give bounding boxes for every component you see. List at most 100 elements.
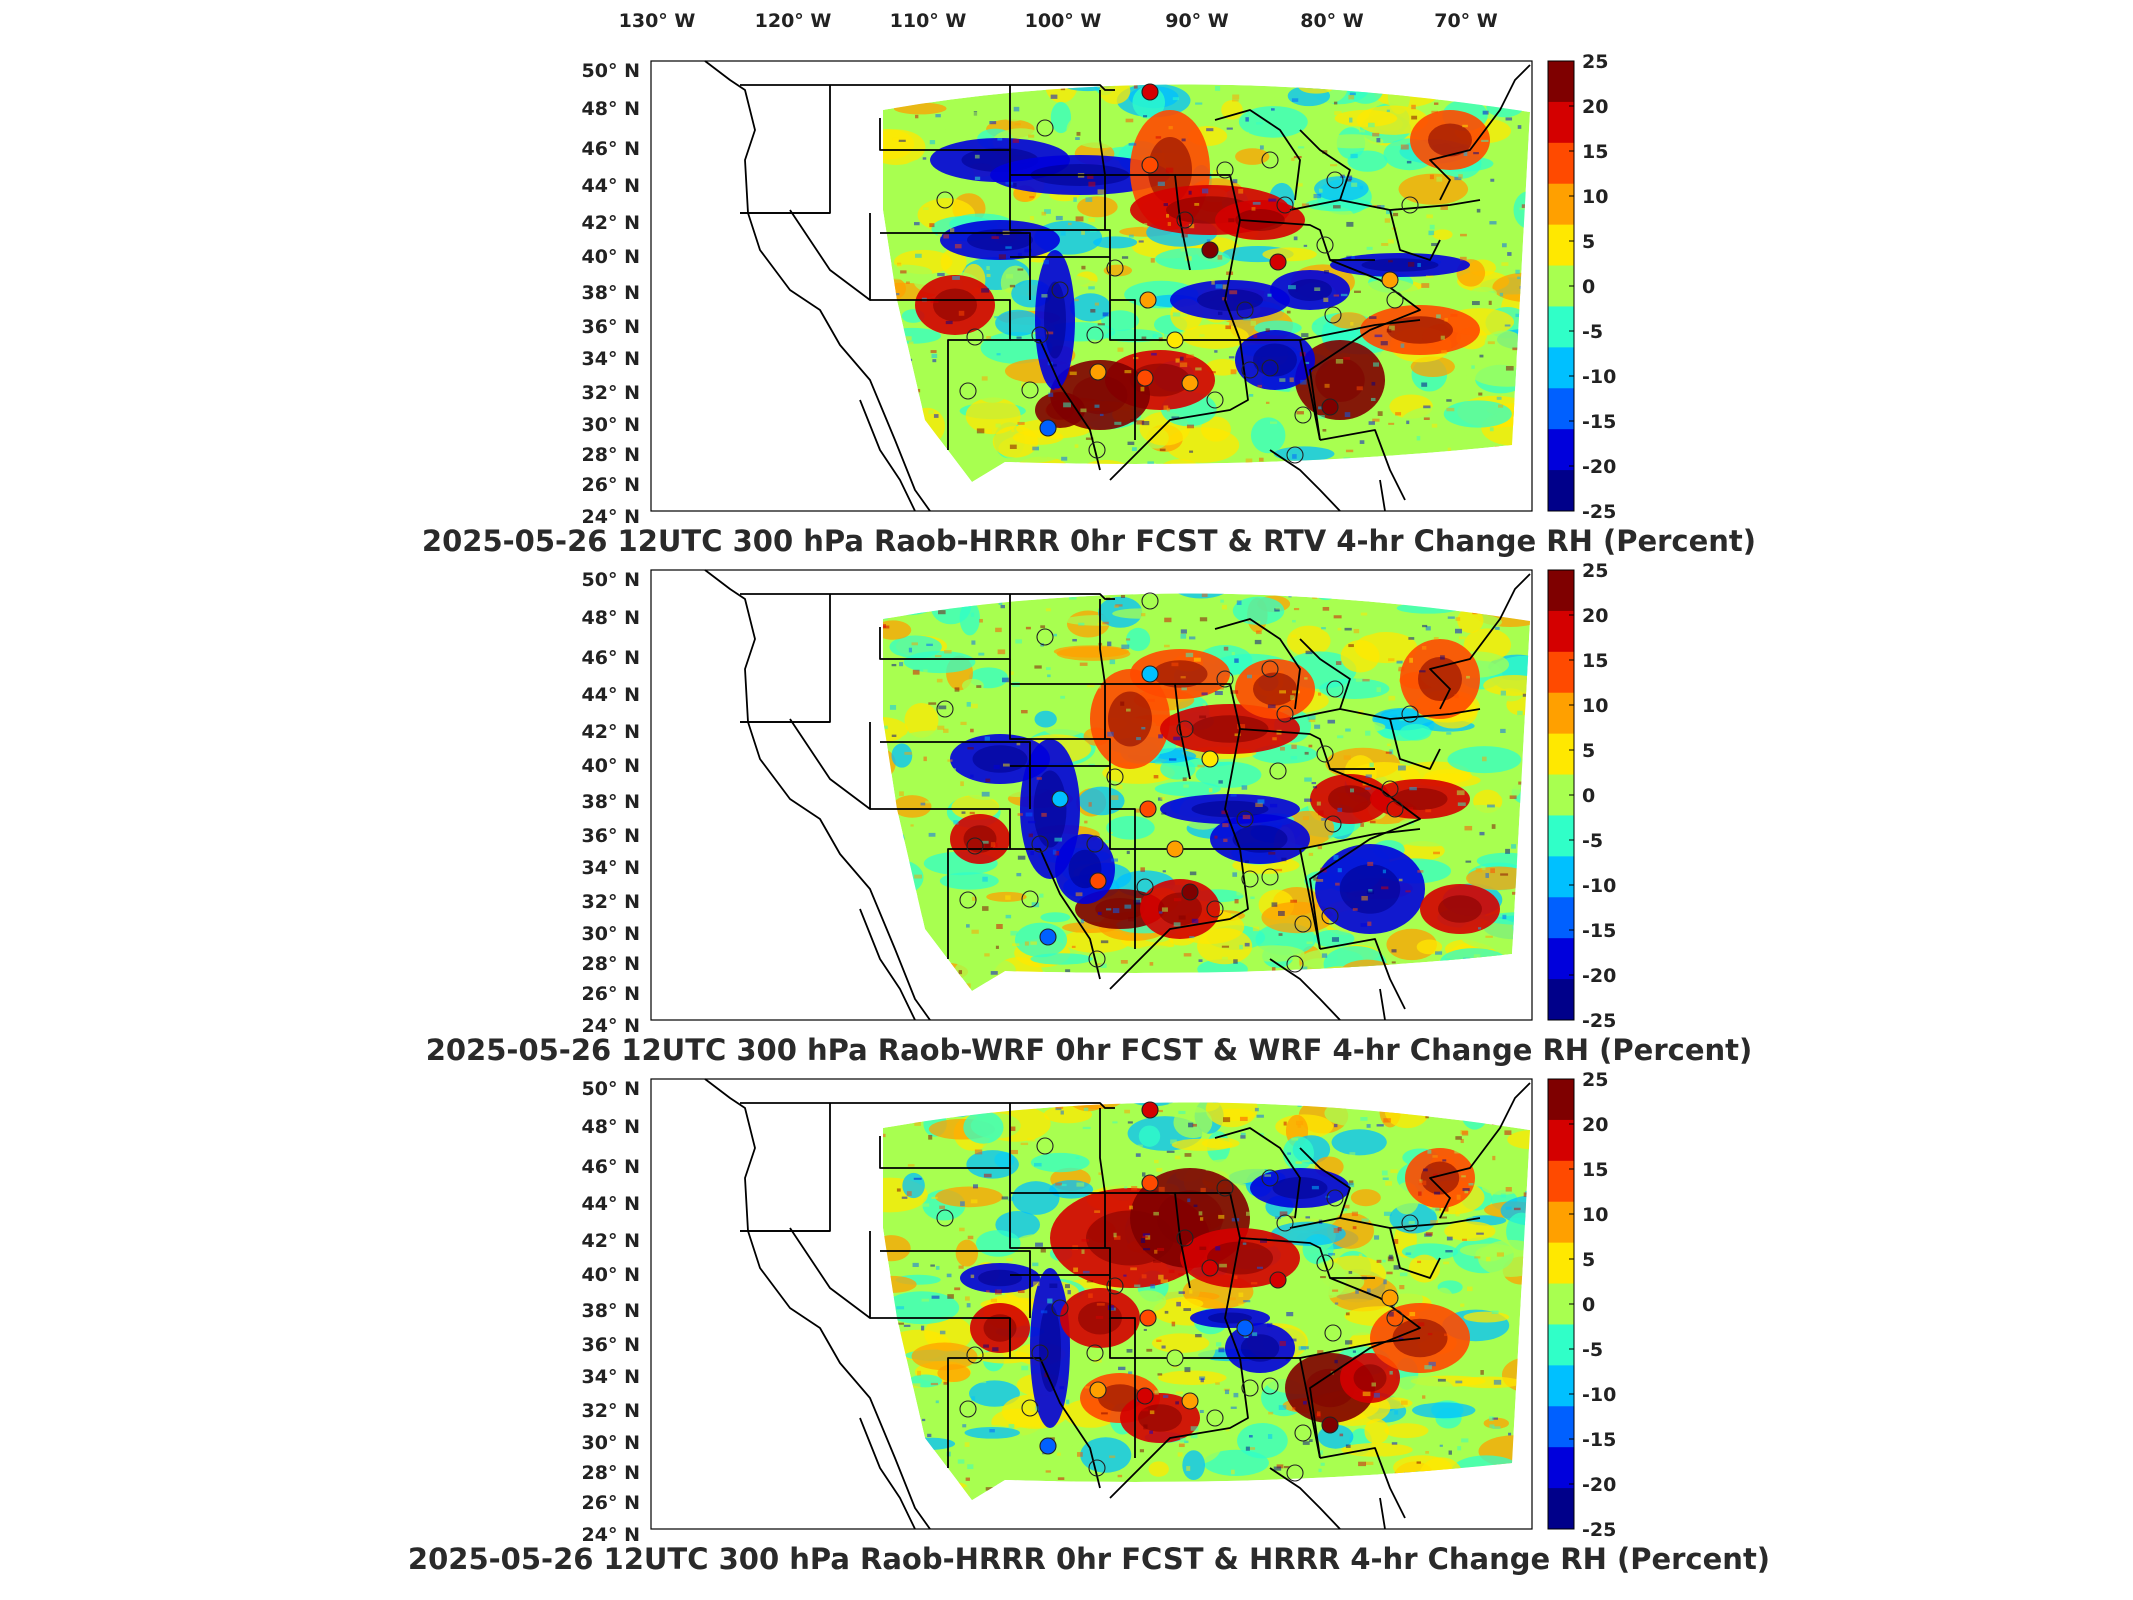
field-speckle [1456, 1194, 1461, 1200]
field-patch [1182, 324, 1249, 349]
field-speckle [1259, 145, 1264, 150]
field-patch [1385, 1375, 1455, 1405]
station-marker [1136, 1387, 1154, 1405]
station-marker [1051, 790, 1069, 808]
field-speckle [1166, 407, 1170, 412]
field-speckle [1423, 417, 1430, 420]
field-speckle [1359, 129, 1366, 133]
field-speckle [1055, 1107, 1062, 1111]
field-patch [891, 743, 913, 768]
field-speckle [1480, 866, 1486, 870]
field-speckle [973, 111, 978, 117]
field-speckle [1157, 797, 1163, 801]
station-marker [1206, 1409, 1224, 1427]
field-speckle [1473, 253, 1478, 258]
field-speckle [1517, 125, 1522, 129]
field-speckle [1281, 857, 1287, 862]
field-speckle [1150, 1284, 1156, 1289]
field-speckle [1152, 334, 1159, 337]
field-speckle [1537, 836, 1541, 840]
field-speckle [912, 1262, 919, 1267]
field-speckle [1425, 1115, 1429, 1119]
field-speckle [1139, 1449, 1145, 1453]
field-core [1044, 281, 1066, 359]
field-patch [975, 1230, 1021, 1257]
field-speckle [935, 1400, 939, 1404]
lon-label: 120° W [755, 10, 832, 32]
field-speckle [1447, 447, 1451, 452]
field-speckle [1137, 1144, 1143, 1148]
field-speckle [1321, 953, 1328, 958]
field-speckle [1278, 910, 1285, 916]
field-speckle [900, 270, 907, 274]
station-marker [1141, 156, 1159, 174]
field-speckle [1352, 1350, 1356, 1353]
field-core [1197, 289, 1263, 311]
station-marker [1321, 398, 1339, 416]
field-speckle [1324, 383, 1330, 388]
field-patch [1221, 100, 1243, 120]
field-speckle [985, 1290, 990, 1293]
station-marker [1106, 768, 1124, 786]
border-line [1109, 848, 1249, 990]
field-speckle [1230, 690, 1239, 694]
field-speckle [1287, 1152, 1291, 1155]
field-patch [939, 872, 999, 890]
field-speckle [965, 1477, 970, 1481]
field-speckle [1136, 420, 1145, 425]
station-marker [1021, 1399, 1039, 1417]
lon-label: 90° W [1165, 10, 1229, 32]
field-speckle [1411, 104, 1416, 110]
field-speckle [1332, 1294, 1337, 1298]
field-speckle [1162, 870, 1166, 873]
field-speckle [1218, 1214, 1225, 1219]
colorbar-tick-label: -20 [1582, 965, 1616, 987]
field-speckle [1540, 706, 1547, 709]
field-speckle [896, 1322, 904, 1325]
field-patch [904, 702, 939, 738]
field-patch [969, 1380, 1020, 1407]
field-patch [1296, 218, 1328, 253]
field-speckle [1337, 1227, 1342, 1232]
field-patch [1309, 1260, 1347, 1299]
field-speckle [1359, 440, 1365, 444]
field-patch [1470, 286, 1497, 300]
field-speckle [957, 899, 965, 904]
field-speckle [1182, 777, 1187, 782]
field-speckle [1197, 764, 1205, 768]
field-speckle [1268, 851, 1276, 855]
field-speckle [1535, 1279, 1539, 1282]
lat-label: 50° N [582, 1078, 640, 1100]
field-speckle [1226, 127, 1233, 130]
field-speckle [1171, 416, 1180, 419]
field-speckle [1462, 124, 1468, 128]
field-patch [1080, 1437, 1132, 1473]
field-speckle [1100, 940, 1109, 944]
field-speckle [1243, 131, 1250, 135]
field-speckle [1158, 734, 1163, 739]
field-speckle [1297, 1104, 1302, 1107]
field-speckle [1254, 1107, 1259, 1112]
station-marker [1141, 1101, 1159, 1119]
field-speckle [1313, 876, 1319, 881]
field-speckle [1099, 413, 1104, 417]
field-speckle [1128, 234, 1134, 238]
station-marker [1216, 1179, 1234, 1197]
field-core [1438, 895, 1482, 923]
station-marker [1294, 406, 1312, 424]
field-speckle [1173, 736, 1181, 741]
station-marker [1176, 720, 1194, 738]
field-speckle [1017, 421, 1025, 425]
field-patch [1195, 761, 1262, 788]
border-line [704, 569, 931, 1021]
field-speckle [1147, 698, 1155, 702]
field-speckle [1301, 203, 1310, 207]
field-speckle [1457, 1446, 1462, 1451]
field-speckle [1388, 260, 1393, 263]
field-speckle [1271, 967, 1276, 971]
station-marker [1089, 872, 1107, 890]
field-speckle [1473, 152, 1479, 155]
lat-label: 42° N [582, 212, 640, 234]
field-speckle [1177, 1452, 1183, 1457]
